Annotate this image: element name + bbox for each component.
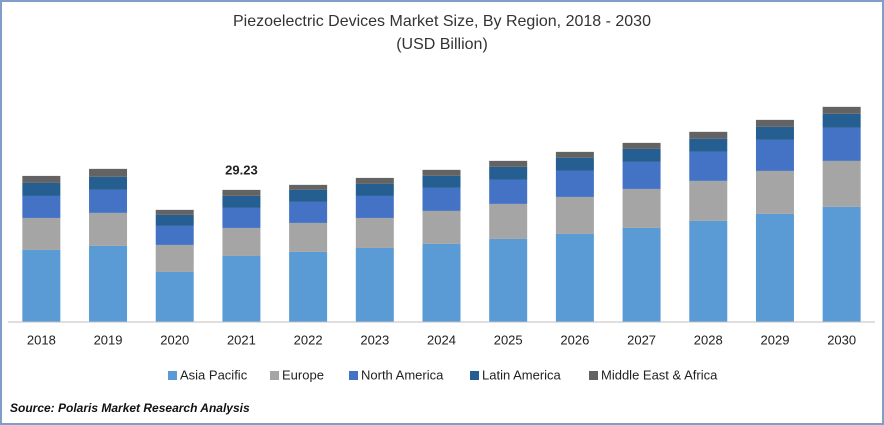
bar-segment (822, 206, 861, 322)
bar-segment (555, 151, 594, 158)
x-tick-label: 2025 (494, 332, 523, 347)
bar-segment (822, 160, 861, 207)
bar-segment (822, 113, 861, 128)
legend-label: North America (361, 367, 444, 382)
bar-segment (689, 151, 728, 181)
x-tick-label: 2026 (560, 332, 589, 347)
bar-segment (555, 196, 594, 234)
bar-segment (155, 214, 194, 226)
legend-swatch (270, 371, 279, 380)
bar-segment (89, 212, 128, 246)
bar-segment (422, 210, 461, 244)
bar-segment (89, 176, 128, 190)
x-tick-label: 2018 (27, 332, 56, 347)
annotation: 29.23 (225, 162, 258, 177)
bar-segment (555, 157, 594, 171)
bar-segment (355, 195, 394, 218)
bar-segment (822, 106, 861, 114)
bar-segment (422, 243, 461, 322)
bar-segment (222, 189, 261, 196)
bar-segment (289, 184, 328, 190)
bar-segment (222, 207, 261, 228)
legend-swatch (470, 371, 479, 380)
bar-segment (22, 195, 61, 218)
bar-segment (22, 182, 61, 196)
bar-segment (222, 195, 261, 208)
bar-segment (555, 233, 594, 322)
bar-segment (422, 169, 461, 176)
chart-title: Piezoelectric Devices Market Size, By Re… (233, 13, 651, 30)
bar-segment (689, 220, 728, 322)
x-tick-label: 2019 (94, 332, 123, 347)
x-tick-label: 2030 (827, 332, 856, 347)
bar-segment (622, 227, 661, 322)
x-tick-label: 2028 (694, 332, 723, 347)
legend-swatch (589, 371, 598, 380)
x-tick-label: 2024 (427, 332, 456, 347)
bar-segment (155, 225, 194, 245)
bar-segment (822, 127, 861, 161)
legend-label: Latin America (482, 367, 562, 382)
chart-subtitle: (USD Billion) (396, 36, 488, 53)
bar-segment (355, 177, 394, 184)
bar-segment (155, 209, 194, 215)
bar-segment (222, 255, 261, 322)
x-tick-label: 2021 (227, 332, 256, 347)
x-tick-label: 2020 (160, 332, 189, 347)
bar-segment (689, 180, 728, 221)
bar-segment (755, 139, 794, 171)
bar-segment (755, 119, 794, 127)
bar-segment (622, 161, 661, 189)
bar-segment (289, 189, 328, 202)
bar-segment (755, 213, 794, 322)
legend-label: Asia Pacific (180, 367, 248, 382)
bar-segment (355, 217, 394, 248)
legend-swatch (349, 371, 358, 380)
bar-segment (22, 175, 61, 183)
bar-segment (289, 251, 328, 322)
x-tick-label: 2027 (627, 332, 656, 347)
bar-segment (489, 179, 528, 204)
legend-label: Middle East & Africa (601, 367, 718, 382)
bar-segment (155, 271, 194, 322)
bar-segment (22, 217, 61, 250)
x-tick-label: 2029 (761, 332, 790, 347)
bar-segment (689, 131, 728, 139)
bar-segment (89, 245, 128, 322)
bar-segment (622, 142, 661, 149)
bar-segment (622, 148, 661, 162)
bar-segment (289, 222, 328, 252)
bar-segment (489, 160, 528, 167)
bar-segment (489, 203, 528, 239)
bar-segment (689, 138, 728, 152)
bar-segment (622, 188, 661, 228)
bar-segment (355, 183, 394, 196)
legend-label: Europe (282, 367, 324, 382)
bar-segment (22, 249, 61, 322)
bar-segment (489, 238, 528, 322)
bar-segment (89, 168, 128, 177)
source: Source: Polaris Market Research Analysis (10, 401, 250, 415)
bar-segment (222, 227, 261, 256)
bar-segment (755, 126, 794, 140)
bar-segment (755, 170, 794, 214)
x-tick-label: 2022 (294, 332, 323, 347)
bar-segment (555, 170, 594, 197)
bar-segment (422, 175, 461, 188)
bar-segment (289, 201, 328, 223)
bar-segment (89, 189, 128, 213)
bar-segment (355, 247, 394, 322)
x-tick-label: 2023 (360, 332, 389, 347)
bar-segment (155, 244, 194, 272)
bar-segment (422, 187, 461, 211)
bar-segment (489, 166, 528, 180)
legend-swatch (168, 371, 177, 380)
